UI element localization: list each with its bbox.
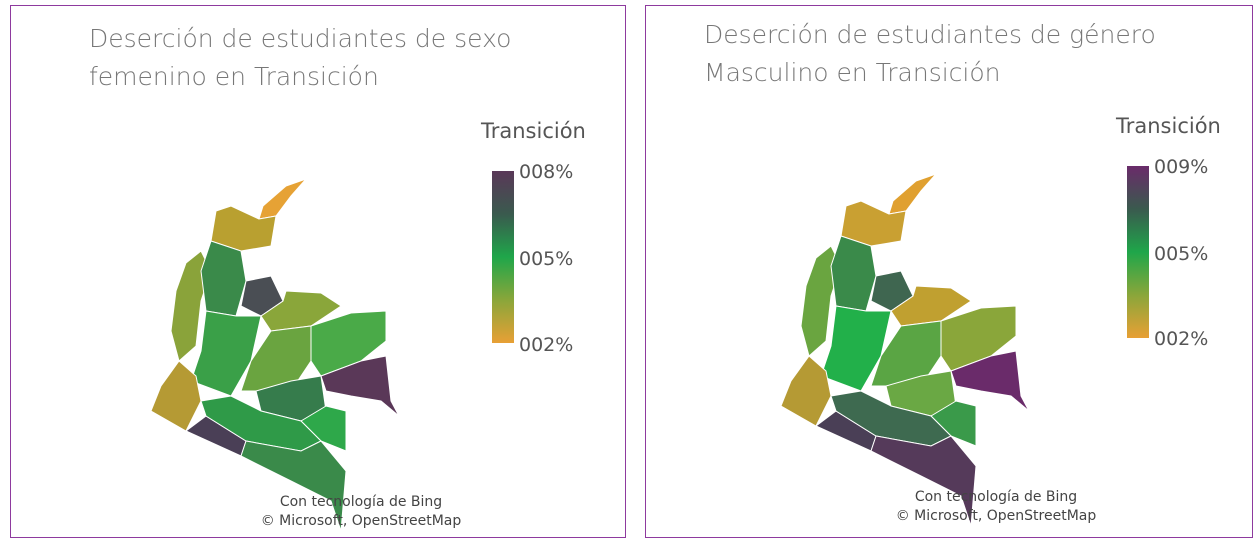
region — [830, 235, 877, 312]
region — [940, 305, 1017, 372]
panel-title: Deserción de estudiantes de género Mascu… — [704, 20, 1156, 87]
attribution-line: Con tecnología de Bing — [279, 494, 443, 510]
map — [780, 172, 1030, 527]
region — [240, 325, 312, 392]
region — [890, 285, 972, 327]
region — [888, 172, 938, 215]
region — [150, 360, 202, 432]
panel-male: Deserción de estudiantes de género Mascu… — [645, 5, 1253, 538]
legend-title: Transición — [1116, 114, 1221, 138]
region — [780, 355, 832, 427]
attribution-line: © Microsoft, OpenStreetMap — [895, 508, 1097, 524]
region — [870, 320, 942, 387]
region — [310, 310, 387, 377]
region — [200, 240, 247, 317]
legend-label: 009% — [1154, 156, 1209, 178]
legend-title: Transición — [481, 119, 586, 143]
attribution-line: © Microsoft, OpenStreetMap — [260, 513, 462, 529]
legend-bar — [1127, 166, 1149, 338]
panel-title: Deserción de estudiantes de sexo femenin… — [89, 24, 512, 91]
legend-label: 005% — [1154, 243, 1209, 265]
legend-label: 002% — [519, 334, 574, 356]
attribution: Con tecnología de Bing © Microsoft, OpenS… — [866, 488, 1126, 526]
legend-label: 002% — [1154, 328, 1209, 350]
region — [320, 355, 400, 417]
region — [258, 177, 308, 220]
attribution-line: Con tecnología de Bing — [914, 489, 1078, 505]
legend-label: 008% — [519, 161, 574, 183]
legend-label: 005% — [519, 248, 574, 270]
attribution: Con tecnología de Bing © Microsoft, OpenS… — [231, 493, 491, 531]
region — [950, 350, 1030, 412]
region — [870, 435, 977, 527]
region — [260, 290, 342, 332]
legend-bar — [492, 171, 514, 343]
map — [150, 177, 400, 532]
region — [190, 310, 262, 397]
region — [240, 440, 347, 532]
region — [820, 305, 892, 392]
panel-female: Deserción de estudiantes de sexo femenin… — [10, 5, 626, 538]
